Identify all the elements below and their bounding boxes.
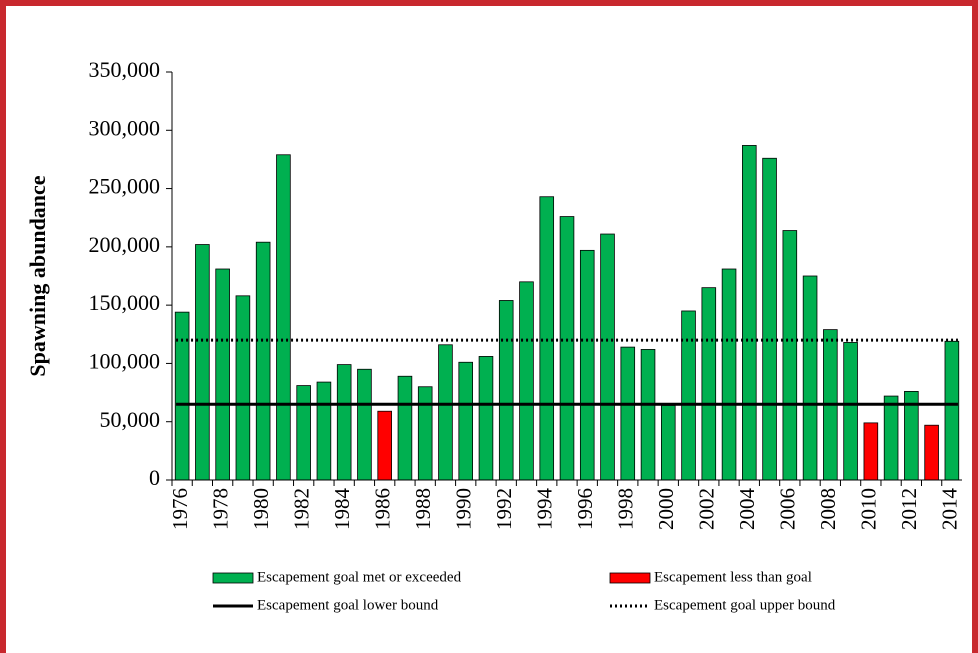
bar: [701, 287, 717, 481]
legend-label: Escapement goal met or exceeded: [257, 569, 462, 585]
bar: [681, 310, 696, 481]
bar: [782, 230, 798, 481]
bar: [296, 385, 311, 481]
y-tick-label: 100,000: [89, 348, 161, 373]
bar: [559, 216, 575, 481]
bar: [215, 268, 230, 481]
x-tick-label: 1980: [249, 488, 273, 530]
bar: [397, 375, 413, 481]
x-tick-label: 2014: [938, 488, 962, 531]
y-tick-label: 300,000: [89, 115, 161, 140]
x-tick-label: 2010: [857, 488, 881, 530]
bar: [721, 268, 737, 481]
bar: [640, 349, 656, 481]
y-tick-label: 50,000: [100, 407, 161, 432]
bar: [762, 157, 777, 481]
y-tick-label: 200,000: [89, 232, 161, 257]
bar: [660, 404, 676, 481]
x-tick-label: 1994: [533, 488, 557, 531]
x-tick-label: 2004: [735, 488, 759, 531]
bar: [235, 295, 251, 481]
x-tick-label: 2006: [776, 488, 800, 530]
bar: [944, 340, 960, 481]
legend-swatch: [609, 572, 651, 584]
bar: [377, 410, 392, 481]
bar: [478, 356, 494, 481]
legend-label: Escapement less than goal: [654, 569, 812, 585]
x-tick-label: 1978: [208, 488, 232, 530]
y-tick-label: 0: [149, 465, 160, 490]
bar: [600, 233, 615, 481]
x-tick-label: 1996: [573, 488, 597, 530]
y-tick-label: 350,000: [89, 57, 161, 82]
x-tick-label: 1992: [492, 488, 516, 530]
x-tick-label: 1990: [452, 488, 476, 530]
bar: [802, 275, 818, 481]
bar: [519, 281, 534, 481]
y-tick-label: 150,000: [89, 290, 161, 315]
bar: [498, 300, 514, 481]
x-tick-label: 1988: [411, 488, 435, 530]
x-tick-label: 2012: [897, 488, 921, 530]
bar: [883, 395, 899, 481]
bar: [195, 244, 210, 481]
bar: [316, 381, 332, 481]
bar: [843, 342, 858, 481]
x-tick-label: 1976: [168, 488, 192, 530]
y-tick-label: 250,000: [89, 174, 161, 199]
bar: [863, 422, 879, 481]
bar: [438, 344, 453, 481]
x-tick-label: 1986: [371, 488, 395, 530]
bar: [336, 364, 352, 481]
x-tick-label: 1982: [289, 488, 313, 530]
legend-label: Escapement goal lower bound: [257, 597, 439, 613]
legend-swatch: [212, 572, 254, 584]
bar: [539, 196, 555, 481]
x-tick-label: 2008: [816, 488, 840, 530]
bar: [357, 368, 372, 481]
bar: [924, 424, 939, 481]
y-axis-title: Spawning abundance: [25, 175, 50, 376]
x-tick-label: 1984: [330, 488, 354, 531]
bar: [255, 241, 271, 481]
x-tick-label: 2002: [695, 488, 719, 530]
bar: [417, 386, 433, 481]
bar: [620, 346, 636, 481]
legend-label: Escapement goal upper bound: [654, 597, 836, 613]
bar: [742, 145, 757, 481]
bar: [276, 154, 291, 481]
bar: [174, 311, 190, 481]
x-tick-label: 1998: [614, 488, 638, 530]
x-tick-label: 2000: [654, 488, 678, 530]
bar: [579, 249, 595, 481]
bar: [458, 361, 474, 481]
